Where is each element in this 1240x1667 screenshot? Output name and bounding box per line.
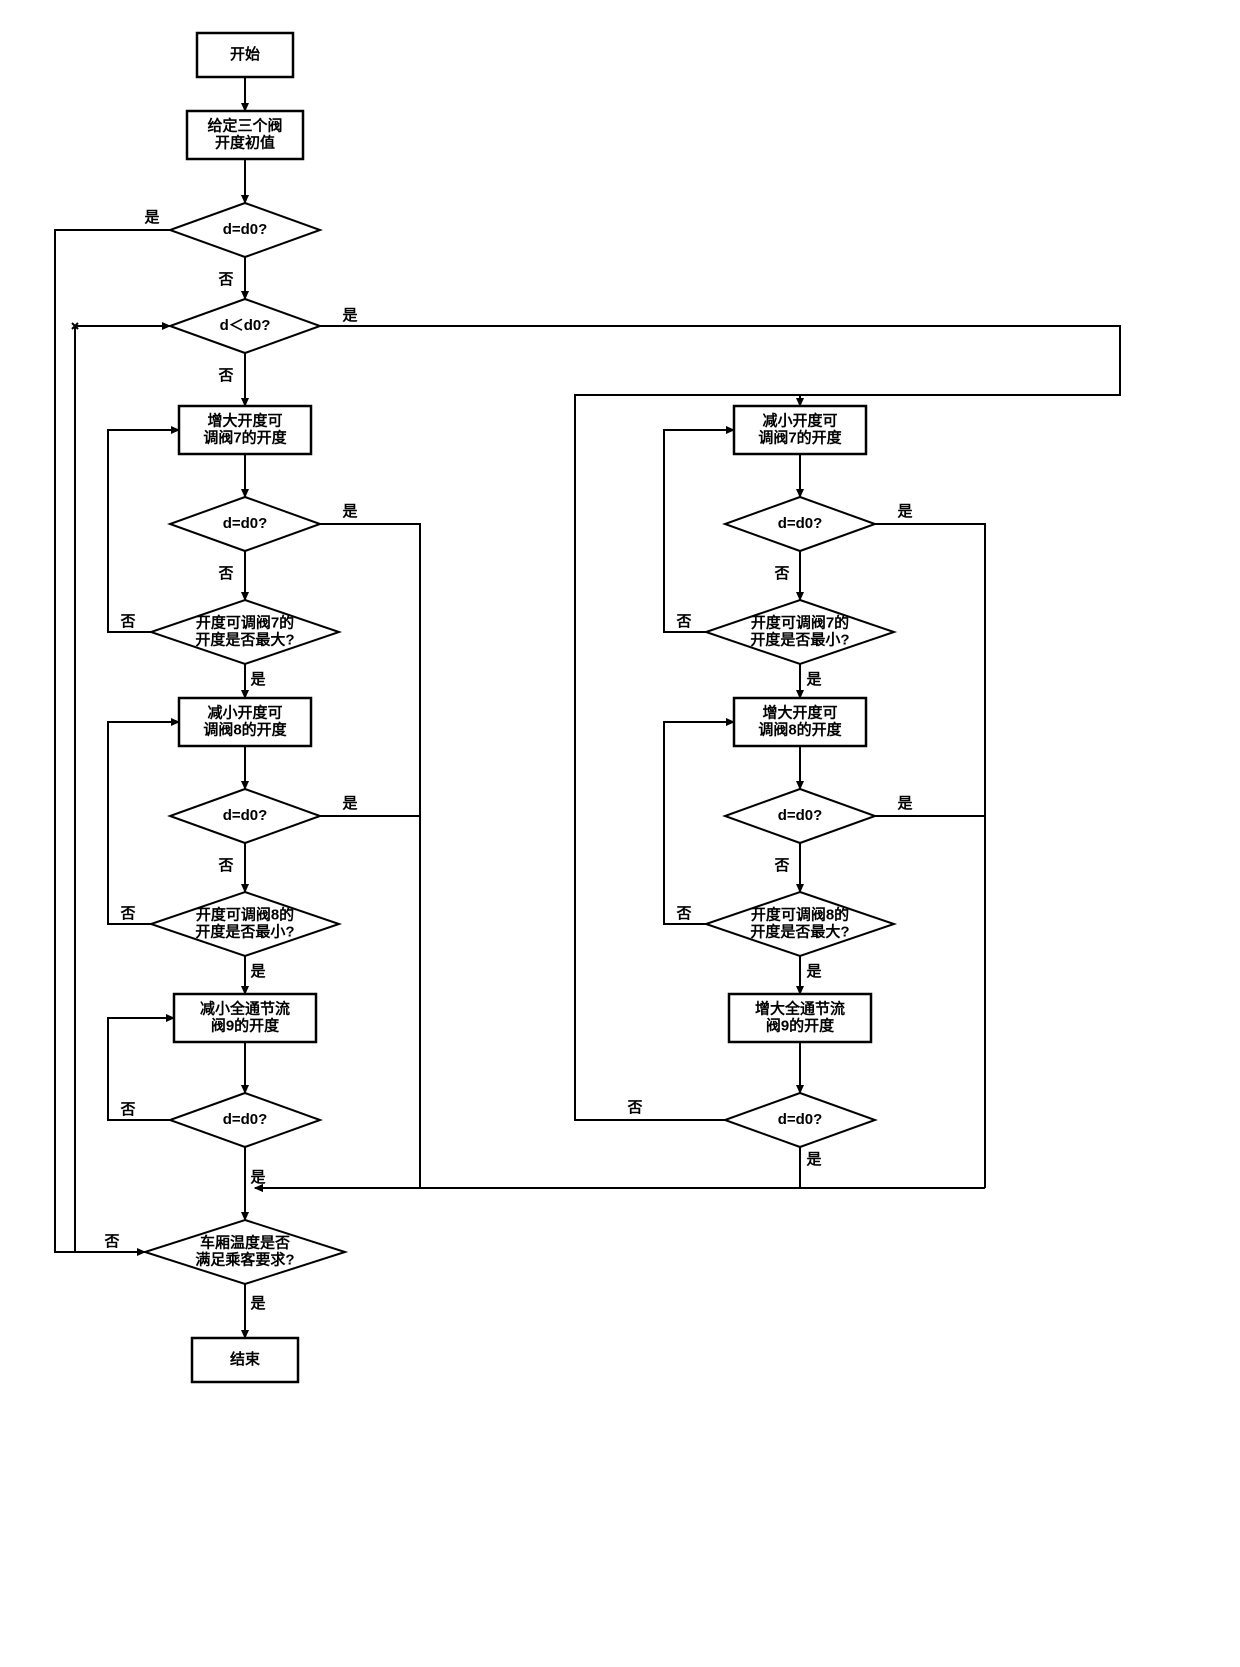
node-R_inc8-text-0: 增大开度可	[762, 703, 837, 721]
edge-label-d_eq_d0_top-d_lt_d0: 否	[217, 271, 233, 288]
node-L_dec9: 减小全通节流阀9的开度	[174, 994, 316, 1042]
edge-label-R_max8-R_inc8: 否	[675, 905, 691, 922]
edge-label-d_eq_d0_top-temp_ok: 是	[143, 209, 160, 226]
edge-label-L_ck7-L_max7: 否	[217, 565, 233, 582]
node-L_ck8-text: d=d0?	[223, 807, 268, 824]
node-d_lt_d0-text: d＜d0?	[220, 317, 271, 334]
edge-label-L_ck8-join: 是	[341, 795, 358, 812]
node-R_ck9: d=d0?	[725, 1093, 875, 1147]
edge-label-d_lt_d0-L_inc7: 否	[217, 367, 233, 384]
node-R_dec7-text-1: 调阀7的开度	[758, 428, 842, 446]
edge-label-R_ck9-join: 是	[805, 1151, 822, 1168]
node-R_max8-text-0: 开度可调阀8的	[751, 905, 849, 923]
edge-label-R_max8-R_inc9: 是	[805, 963, 822, 980]
node-R_max8: 开度可调阀8的开度是否最大?	[706, 892, 894, 956]
edge-label-R_min7-R_dec7: 否	[675, 613, 691, 630]
edge-R_ck7-join	[875, 524, 985, 1188]
node-L_ck8: d=d0?	[170, 789, 320, 843]
node-L_max7: 开度可调阀7的开度是否最大?	[151, 600, 339, 664]
node-L_min8-text-1: 开度是否最小?	[195, 922, 294, 940]
edge-label-L_min8-L_dec9: 是	[249, 963, 266, 980]
node-end-text: 结束	[230, 1350, 261, 1368]
node-d_eq_d0_top-text: d=d0?	[223, 221, 268, 238]
node-L_dec8-text-0: 减小开度可	[207, 703, 282, 721]
node-R_dec7: 减小开度可调阀7的开度	[734, 406, 866, 454]
node-L_inc7-text-0: 增大开度可	[207, 411, 282, 429]
edge-label-R_ck8-join: 是	[896, 795, 913, 812]
edge-label-L_ck8-L_min8: 否	[217, 857, 233, 874]
node-R_ck9-text: d=d0?	[778, 1111, 823, 1128]
node-R_ck8-text: d=d0?	[778, 807, 823, 824]
node-R_min7-text-0: 开度可调阀7的	[751, 613, 849, 631]
edge-L_max7-L_inc7	[108, 430, 179, 632]
edge-label-L_ck9-L_dec9: 否	[119, 1101, 135, 1118]
edge-label-R_ck9-R_dec7: 否	[626, 1099, 642, 1116]
node-L_dec9-text-0: 减小全通节流	[200, 999, 290, 1017]
edge-label-L_ck9-temp_ok: 是	[249, 1169, 266, 1186]
node-L_dec8: 减小开度可调阀8的开度	[179, 698, 311, 746]
edge-d_eq_d0_top-temp_ok	[55, 230, 170, 1252]
node-R_inc8-text-1: 调阀8的开度	[758, 720, 842, 738]
node-L_ck7: d=d0?	[170, 497, 320, 551]
node-L_dec8-text-1: 调阀8的开度	[203, 720, 287, 738]
edge-label-temp_ok-end: 是	[249, 1295, 266, 1312]
node-R_inc9: 增大全通节流阀9的开度	[729, 994, 871, 1042]
edge-label-L_ck7-join: 是	[341, 503, 358, 520]
node-R_inc9-text-0: 增大全通节流	[755, 999, 845, 1017]
node-L_inc7-text-1: 调阀7的开度	[203, 428, 287, 446]
node-L_ck7-text: d=d0?	[223, 515, 268, 532]
edge-R_max8-R_inc8	[664, 722, 734, 924]
node-R_ck7: d=d0?	[725, 497, 875, 551]
edge-R_ck9-join	[255, 1147, 800, 1188]
flowchart-canvas: 开始给定三个阀开度初值d=d0?d＜d0?增大开度可调阀7的开度d=d0?开度可…	[0, 0, 1240, 1667]
edge-R_min7-R_dec7	[664, 430, 734, 632]
edge-label-R_ck7-R_min7: 否	[773, 565, 789, 582]
node-R_inc9-text-1: 阀9的开度	[766, 1016, 835, 1034]
node-init: 给定三个阀开度初值	[187, 111, 303, 159]
node-init-text-1: 开度初值	[215, 133, 275, 151]
node-start-text: 开始	[230, 45, 260, 63]
node-R_max8-text-1: 开度是否最大?	[750, 922, 849, 940]
node-L_dec9-text-1: 阀9的开度	[211, 1016, 280, 1034]
edge-label-R_ck7-join: 是	[896, 503, 913, 520]
node-L_ck9-text: d=d0?	[223, 1111, 268, 1128]
edge-label-d_lt_d0-R_dec7: 是	[341, 307, 358, 324]
node-L_min8-text-0: 开度可调阀8的	[196, 905, 294, 923]
node-temp_ok-text-1: 满足乘客要求?	[195, 1250, 294, 1268]
node-R_min7-text-1: 开度是否最小?	[750, 630, 849, 648]
node-start: 开始	[197, 33, 293, 77]
node-L_inc7: 增大开度可调阀7的开度	[179, 406, 311, 454]
node-R_min7: 开度可调阀7的开度是否最小?	[706, 600, 894, 664]
node-init-text-0: 给定三个阀	[207, 116, 282, 134]
node-d_eq_d0_top: d=d0?	[170, 203, 320, 257]
node-temp_ok-text-0: 车厢温度是否	[200, 1233, 290, 1251]
node-L_min8: 开度可调阀8的开度是否最小?	[151, 892, 339, 956]
edge-label-L_min8-L_dec8: 否	[119, 905, 135, 922]
node-R_inc8: 增大开度可调阀8的开度	[734, 698, 866, 746]
node-L_max7-text-0: 开度可调阀7的	[196, 613, 294, 631]
node-L_ck9: d=d0?	[170, 1093, 320, 1147]
node-R_ck8: d=d0?	[725, 789, 875, 843]
edge-label-temp_ok-d_lt_d0: 否	[103, 1233, 119, 1250]
node-R_ck7-text: d=d0?	[778, 515, 823, 532]
node-L_max7-text-1: 开度是否最大?	[195, 630, 294, 648]
edge-L_min8-L_dec8	[108, 722, 179, 924]
edge-label-L_max7-L_dec8: 是	[249, 671, 266, 688]
node-d_lt_d0: d＜d0?	[170, 299, 320, 353]
edge-L_ck9-L_dec9	[108, 1018, 174, 1120]
edge-label-R_ck8-R_max8: 否	[773, 857, 789, 874]
edge-label-R_min7-R_inc8: 是	[805, 671, 822, 688]
node-R_dec7-text-0: 减小开度可	[762, 411, 837, 429]
node-temp_ok: 车厢温度是否满足乘客要求?	[145, 1220, 345, 1284]
edge-label-L_max7-L_inc7: 否	[119, 613, 135, 630]
node-end: 结束	[192, 1338, 298, 1382]
